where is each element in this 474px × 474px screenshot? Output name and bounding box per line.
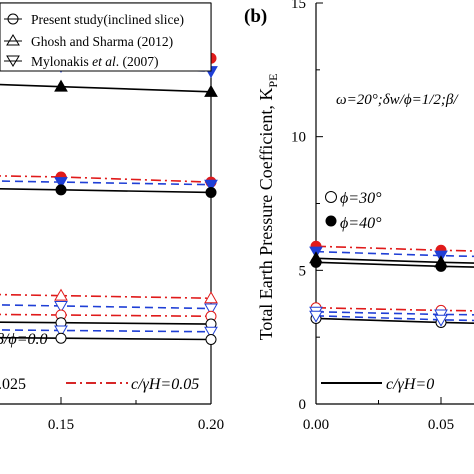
series-line xyxy=(315,314,474,322)
series-line xyxy=(315,306,474,312)
data-point xyxy=(204,179,218,192)
left-panel-series xyxy=(0,47,218,345)
x-tick-label: 0.15 xyxy=(48,417,74,433)
series-line xyxy=(0,304,212,310)
right-panel: 0 5 10 15 0.00 0.05 (b) Total Earth Pressure… xyxy=(244,0,474,433)
right-panel-y-ticks: 0 5 10 15 xyxy=(291,0,323,413)
series-line xyxy=(315,257,474,264)
x-tick-label: 0.00 xyxy=(303,417,329,433)
legend-triangle-down-marker xyxy=(6,55,20,67)
data-point xyxy=(204,291,218,304)
right-panel-x-ticks: 0.00 0.05 xyxy=(303,397,454,433)
data-point xyxy=(204,303,218,316)
legend-circle-marker xyxy=(7,13,19,25)
legend-label: Present study(inclined slice) xyxy=(31,12,184,27)
legend-entry-present-study: Present study(inclined slice) xyxy=(4,12,184,27)
series-line xyxy=(0,83,212,93)
data-point xyxy=(205,186,217,198)
data-point xyxy=(54,325,68,338)
data-point xyxy=(205,334,217,345)
linestyle-label-025: .025 xyxy=(0,376,26,393)
data-point xyxy=(54,288,68,301)
x-tick-label: 0.20 xyxy=(198,417,224,433)
series-line xyxy=(0,188,212,194)
data-point xyxy=(204,84,218,97)
y-tick-label: 0 xyxy=(299,397,307,413)
phi40-label: ϕ=40° xyxy=(340,215,382,232)
series-line xyxy=(315,261,474,268)
legend-triangle-up-marker xyxy=(6,34,20,46)
data-point xyxy=(54,300,68,313)
phi-legend: ϕ=30° ϕ=40° xyxy=(325,190,382,232)
linestyle-legend-right: c/γH=0 xyxy=(321,376,434,393)
legend-entry-ghosh-sharma: Ghosh and Sharma (2012) xyxy=(4,34,173,49)
parameter-annotation: ω=20°;δw/ϕ=1/2;β/ xyxy=(336,92,459,108)
y-tick-label: 15 xyxy=(291,0,306,12)
series-line xyxy=(0,313,212,318)
data-point xyxy=(434,255,448,268)
data-point xyxy=(434,314,448,327)
series-line xyxy=(315,310,474,316)
legend-label: Mylonakis et al. (2007) xyxy=(31,54,159,69)
data-point xyxy=(54,79,68,92)
phi30-marker xyxy=(325,191,337,203)
linestyle-label-05: c/γH=0.05 xyxy=(131,376,199,393)
series-line xyxy=(315,250,474,258)
data-point xyxy=(55,332,67,344)
phi40-marker xyxy=(325,215,337,227)
legend-box xyxy=(0,2,212,72)
series-line xyxy=(0,293,212,300)
x-tick-label: 0.05 xyxy=(428,417,454,433)
phi30-label: ϕ=30° xyxy=(340,190,382,207)
y-axis-title: Total Earth Pressure Coefficient, KPE xyxy=(256,74,280,341)
legend: Present study(inclined slice) Ghosh and … xyxy=(0,2,212,72)
series-line xyxy=(0,321,212,325)
series-line xyxy=(315,245,474,252)
y-tick-label: 10 xyxy=(291,130,306,146)
left-panel: 0.15 0.20 Present study(inclined slice) G… xyxy=(0,2,224,433)
data-point xyxy=(204,326,218,339)
panel-label-b: (b) xyxy=(244,6,267,27)
right-panel-series xyxy=(309,240,474,328)
linestyle-legend-left: .025 c/γH=0.05 xyxy=(0,376,199,393)
left-panel-x-ticks: 0.15 0.20 xyxy=(48,397,224,433)
y-tick-label: 5 xyxy=(299,263,307,279)
beta-annotation: β/ϕ=0.0 xyxy=(0,331,48,348)
legend-entry-mylonakis: Mylonakis et al. (2007) xyxy=(4,54,159,69)
linestyle-label-0: c/γH=0 xyxy=(386,376,434,393)
data-point xyxy=(54,177,68,190)
data-point xyxy=(309,251,323,264)
data-point xyxy=(309,310,323,323)
data-point xyxy=(55,184,67,196)
legend-label: Ghosh and Sharma (2012) xyxy=(31,34,173,49)
